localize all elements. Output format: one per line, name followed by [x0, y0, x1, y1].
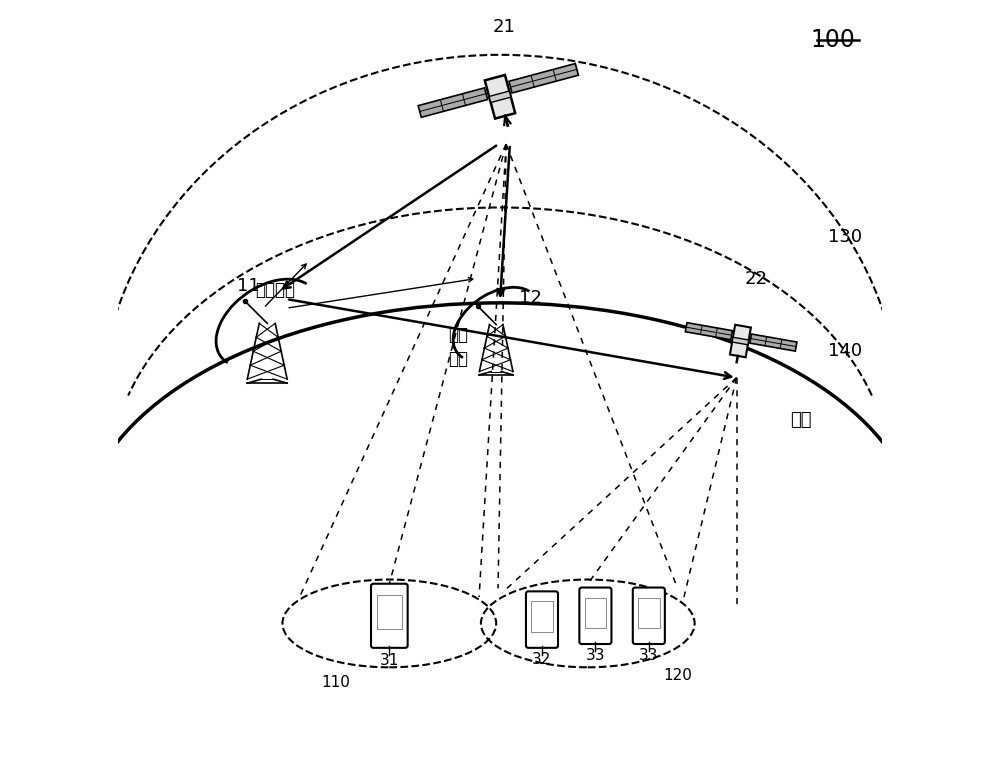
Bar	[585, 597, 606, 627]
Polygon shape	[732, 337, 749, 345]
Polygon shape	[730, 325, 751, 357]
Polygon shape	[750, 334, 797, 351]
Text: 地球: 地球	[790, 411, 812, 429]
Polygon shape	[685, 322, 732, 340]
Text: 21: 21	[492, 18, 515, 36]
FancyBboxPatch shape	[526, 591, 558, 648]
Text: 11: 11	[237, 277, 260, 296]
Polygon shape	[509, 64, 578, 93]
Text: 120: 120	[663, 669, 692, 683]
Bar	[638, 597, 660, 627]
Text: 140: 140	[828, 342, 862, 360]
Text: 33: 33	[586, 648, 605, 663]
Text: 馈线链路: 馈线链路	[255, 281, 295, 300]
Text: 130: 130	[828, 228, 862, 246]
Bar	[531, 601, 553, 631]
Text: 31: 31	[380, 653, 399, 669]
FancyBboxPatch shape	[579, 588, 611, 644]
Bar	[377, 595, 402, 630]
Text: 32: 32	[532, 652, 552, 667]
FancyBboxPatch shape	[633, 588, 665, 644]
Text: 22: 22	[744, 270, 767, 288]
FancyBboxPatch shape	[371, 584, 408, 648]
Text: 12: 12	[519, 289, 542, 307]
Text: 33: 33	[639, 648, 659, 663]
Text: 服务
链路: 服务 链路	[448, 326, 468, 368]
Text: 100: 100	[810, 28, 855, 52]
Polygon shape	[418, 88, 488, 117]
Polygon shape	[485, 75, 515, 119]
Polygon shape	[489, 91, 511, 103]
Text: 110: 110	[321, 675, 350, 689]
